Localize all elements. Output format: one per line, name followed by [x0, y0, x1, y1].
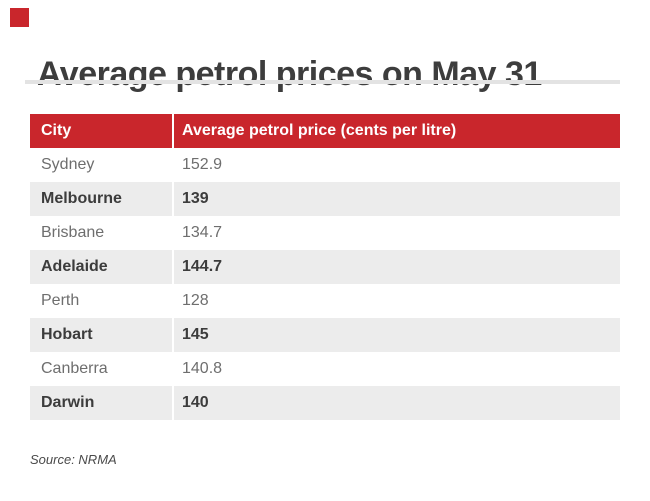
city-cell: Darwin — [41, 394, 95, 411]
table-row: Darwin 140 — [30, 386, 620, 420]
city-cell: Melbourne — [41, 190, 122, 207]
price-cell: 134.7 — [172, 216, 620, 250]
city-cell: Perth — [41, 292, 80, 309]
column-header-city: City — [41, 122, 72, 139]
table-row: Perth 128 — [30, 284, 620, 318]
page-title: Average petrol prices on May 31 — [37, 54, 542, 93]
price-cell: 140.8 — [172, 352, 620, 386]
price-cell: 152.9 — [172, 148, 620, 182]
table-row: Adelaide 144.7 — [30, 250, 620, 284]
price-cell: 139 — [172, 182, 620, 216]
petrol-price-table: City Average petrol price (cents per lit… — [30, 114, 620, 420]
table-row: Sydney 152.9 — [30, 148, 620, 182]
price-cell: 140 — [172, 386, 620, 420]
price-cell: 145 — [172, 318, 620, 352]
city-cell: Canberra — [41, 360, 108, 377]
table-header-row: City Average petrol price (cents per lit… — [30, 114, 620, 148]
table-row: Melbourne 139 — [30, 182, 620, 216]
city-cell: Adelaide — [41, 258, 108, 275]
column-header-price: Average petrol price (cents per litre) — [172, 114, 620, 148]
price-cell: 128 — [172, 284, 620, 318]
price-cell: 144.7 — [172, 250, 620, 284]
table-row: Brisbane 134.7 — [30, 216, 620, 250]
title-divider — [25, 80, 620, 84]
brand-logo-square — [10, 8, 29, 27]
table-row: Canberra 140.8 — [30, 352, 620, 386]
city-cell: Brisbane — [41, 224, 105, 241]
table-row: Hobart 145 — [30, 318, 620, 352]
city-cell: Hobart — [41, 326, 93, 343]
city-cell: Sydney — [41, 156, 95, 173]
source-attribution: Source: NRMA — [30, 452, 117, 467]
table-body: Sydney 152.9 Melbourne 139 Brisbane 134.… — [30, 148, 620, 420]
